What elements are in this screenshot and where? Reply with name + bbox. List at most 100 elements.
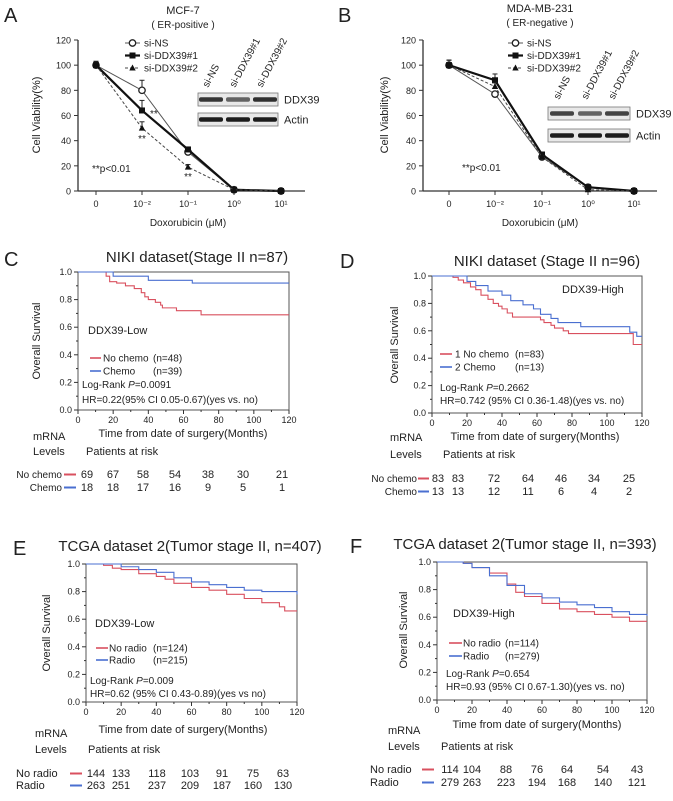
logrank-p_value: =0.0091 xyxy=(135,380,172,391)
x-tick-label: 40 xyxy=(497,418,507,428)
risk-count: 72 xyxy=(488,473,500,485)
y-tick-label: 40 xyxy=(61,136,71,146)
chart-title: NIKI dataset(Stage II n=87) xyxy=(106,249,288,266)
risk-count: 263 xyxy=(87,780,105,792)
risk-count: 11 xyxy=(522,486,533,498)
legend-label: Radio xyxy=(109,656,136,667)
risk-count: 43 xyxy=(631,764,643,776)
y-tick-label: 120 xyxy=(56,36,71,46)
y-tick-label: 1.0 xyxy=(418,557,431,567)
y-tick-label: 0.8 xyxy=(67,587,80,597)
subgroup-label: DDX39-Low xyxy=(88,325,147,337)
legend-label: Radio xyxy=(463,652,490,663)
x-tick-label: 10⁰ xyxy=(581,199,595,209)
risk-count: 168 xyxy=(558,777,576,789)
y-tick-label: 60 xyxy=(61,111,71,121)
risk-count: 75 xyxy=(247,768,259,780)
risk-count: 13 xyxy=(452,486,464,498)
x-tick-label: 60 xyxy=(186,707,196,717)
x-tick-label: 120 xyxy=(634,418,649,428)
panel-d: D NIKI dataset (Stage II n=96) 0.0 0.2 0.4 0.… xyxy=(340,251,650,498)
risk-count: 25 xyxy=(623,473,635,485)
x-tick-label: 60 xyxy=(178,415,188,425)
logrank-text: Log-Rank P=0.0091 xyxy=(82,380,172,391)
risk-count: 2 xyxy=(626,486,632,498)
legend-label: No radio xyxy=(463,639,501,650)
legend-n: (n=279) xyxy=(505,652,540,663)
chart-subtitle: ( ER-negative ) xyxy=(506,18,573,29)
chart-title: TCGA dataset 2(Tumor stage II, n=393) xyxy=(393,536,656,553)
risk-count: 83 xyxy=(432,473,444,485)
logrank-text: Log-Rank P=0.654 xyxy=(446,669,530,680)
x-tick-label: 0 xyxy=(434,705,439,715)
x-tick-label: 10⁻² xyxy=(133,199,151,209)
risk-count: 9 xyxy=(205,482,211,494)
y-tick-label: 0.6 xyxy=(67,614,80,624)
risk-count: 63 xyxy=(277,768,289,780)
panel-letter: A xyxy=(4,5,18,27)
x-axis-label: Doxorubicin (μM) xyxy=(150,218,226,229)
blot-band xyxy=(253,117,277,122)
risk-count: 91 xyxy=(216,768,228,780)
y-tick-label: 0.0 xyxy=(413,408,426,418)
chart-title: NIKI dataset (Stage II n=96) xyxy=(454,253,640,270)
km-curve-No chemo xyxy=(78,271,289,316)
y-tick-label: 0.6 xyxy=(418,612,431,622)
chart-title: MDA-MB-231 xyxy=(507,3,574,15)
risk-count: 64 xyxy=(561,764,573,776)
risk-row-label: No chemo xyxy=(16,470,62,481)
panel-letter: B xyxy=(338,5,351,27)
risk-header-levels: Levels xyxy=(390,449,422,461)
x-tick-label: 20 xyxy=(467,705,477,715)
y-tick-label: 20 xyxy=(61,161,71,171)
logrank-prefix: Log-Rank xyxy=(82,380,128,391)
x-tick-label: 100 xyxy=(254,707,269,717)
risk-count: 251 xyxy=(112,780,130,792)
x-axis-label: Time from date of surgery(Months) xyxy=(453,719,622,731)
y-axis-label: Overall Survival xyxy=(389,306,401,383)
risk-header-mrna: mRNA xyxy=(35,728,68,740)
y-tick-label: 0.6 xyxy=(413,326,426,336)
risk-row-label: Radio xyxy=(370,777,399,789)
risk-row-label: Chemo xyxy=(385,487,418,498)
km-curve-Radio xyxy=(437,561,648,616)
risk-count: 34 xyxy=(588,473,600,485)
blot-band xyxy=(605,111,629,116)
risk-count: 140 xyxy=(594,777,612,789)
risk-header-mrna: mRNA xyxy=(390,432,423,444)
data-point-si-DDX39#1 xyxy=(185,146,191,153)
risk-count: 279 xyxy=(441,777,459,789)
y-tick-label: 120 xyxy=(401,36,416,46)
data-point-si-DDX39#2 xyxy=(445,61,453,68)
hazard-ratio-text: HR=0.22(95% CI 0.05-0.67)(yes vs. no) xyxy=(82,395,258,406)
hazard-ratio-text: HR=0.62 (95% CI 0.43-0.89)(yes vs no) xyxy=(90,689,266,700)
legend-label: Chemo xyxy=(103,367,136,378)
legend-marker xyxy=(128,39,137,47)
y-tick-label: 1.0 xyxy=(59,267,72,277)
logrank-prefix: Log-Rank xyxy=(446,669,492,680)
risk-count: 209 xyxy=(181,780,199,792)
y-tick-label: 0.2 xyxy=(59,377,72,387)
panel-c: C NIKI dataset(Stage II n=87) 0.0 0.2 0.4 0.6… xyxy=(4,249,297,494)
x-tick-label: 0 xyxy=(75,415,80,425)
chart-title: TCGA dataset 2(Tumor stage II, n=407) xyxy=(58,538,321,555)
risk-row-label: Radio xyxy=(16,780,45,792)
risk-count: 54 xyxy=(169,469,181,481)
risk-table-title: Patients at risk xyxy=(88,744,161,756)
legend-label: si-DDX39#2 xyxy=(144,64,198,75)
blot-band xyxy=(226,97,250,102)
y-axis-label: Overall Survival xyxy=(31,302,43,379)
risk-count: 6 xyxy=(558,486,564,498)
data-point-si-DDX39#2 xyxy=(630,187,638,194)
significance-mark: ** xyxy=(138,134,146,145)
y-tick-label: 0.4 xyxy=(59,350,72,360)
legend-label: si-NS xyxy=(144,39,169,50)
data-point-si-NS xyxy=(138,86,146,95)
y-tick-label: 1.0 xyxy=(67,559,80,569)
panel-f: F TCGA dataset 2(Tumor stage II, n=393) 0.… xyxy=(350,536,657,789)
y-tick-label: 0.8 xyxy=(413,298,426,308)
risk-count: 83 xyxy=(452,473,464,485)
logrank-p_symbol: P xyxy=(492,669,499,680)
risk-count: 1 xyxy=(279,482,285,494)
logrank-p_symbol: P xyxy=(128,380,135,391)
